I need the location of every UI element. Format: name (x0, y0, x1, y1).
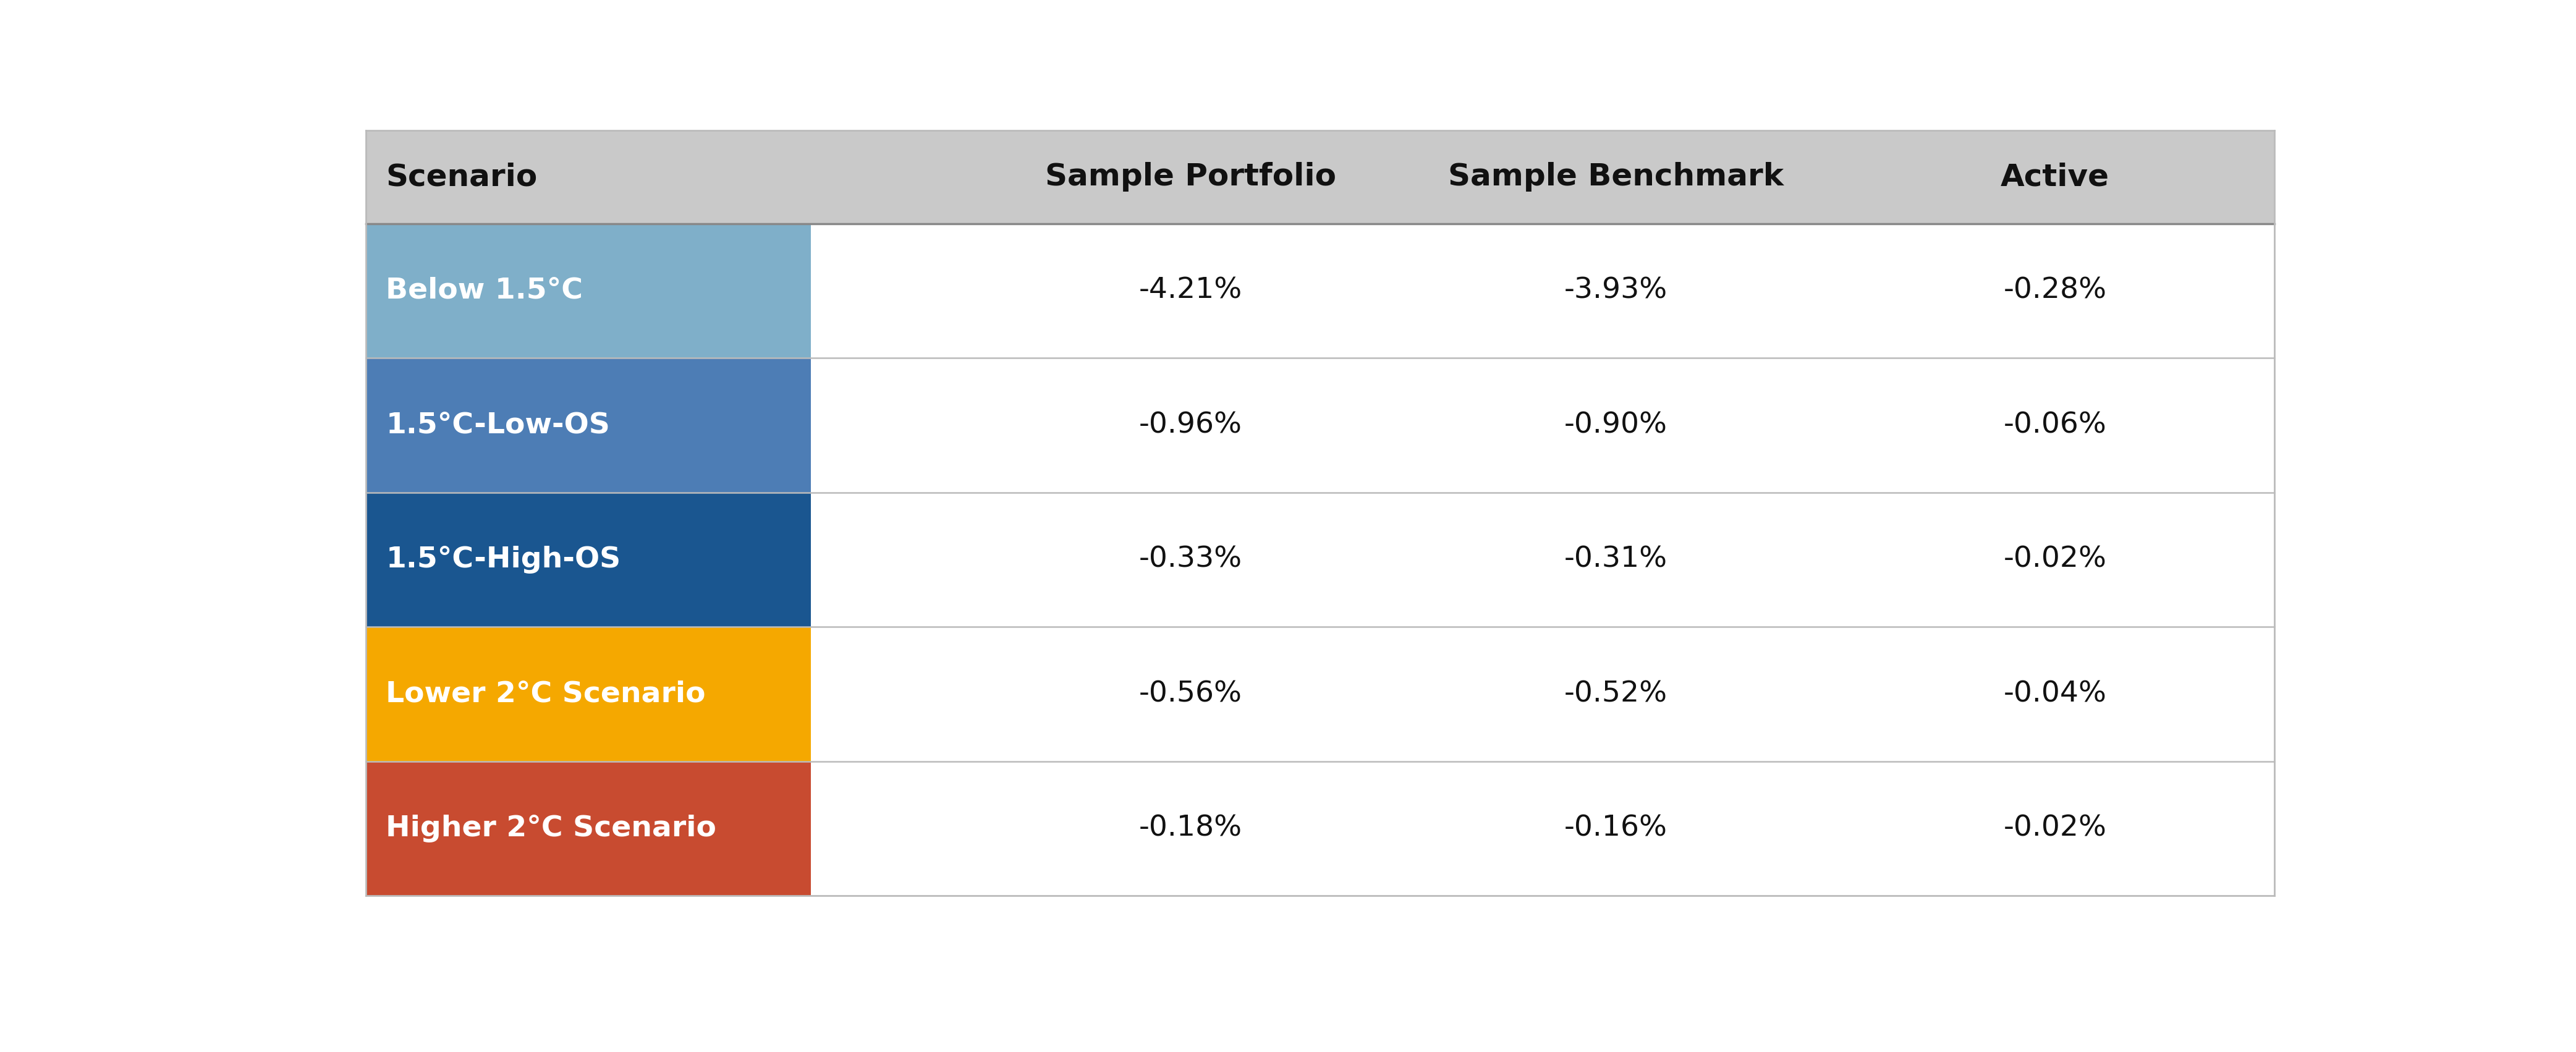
Text: -0.02%: -0.02% (2004, 546, 2107, 573)
Text: Scenario: Scenario (386, 162, 538, 191)
Text: Lower 2°C Scenario: Lower 2°C Scenario (386, 681, 706, 708)
Text: 1.5°C-High-OS: 1.5°C-High-OS (386, 546, 621, 573)
Text: Sample Benchmark: Sample Benchmark (1448, 162, 1783, 191)
Bar (366, 762, 2275, 895)
Text: Active: Active (2002, 162, 2110, 191)
Bar (366, 358, 811, 492)
Text: -0.16%: -0.16% (1564, 814, 1667, 843)
Text: 1.5°C-Low-OS: 1.5°C-Low-OS (386, 411, 611, 439)
Bar (366, 358, 2275, 492)
Text: -0.18%: -0.18% (1139, 814, 1242, 843)
Bar (366, 223, 2275, 358)
Text: -0.06%: -0.06% (2004, 411, 2107, 439)
Text: -0.04%: -0.04% (2004, 681, 2107, 708)
Bar (366, 627, 811, 762)
Text: -0.96%: -0.96% (1139, 411, 1242, 439)
Text: -3.93%: -3.93% (1564, 277, 1667, 305)
Text: -0.56%: -0.56% (1139, 681, 1242, 708)
Bar (366, 492, 2275, 627)
Text: -0.33%: -0.33% (1139, 546, 1242, 573)
Text: -0.90%: -0.90% (1564, 411, 1667, 439)
Bar (366, 223, 811, 358)
Bar (366, 130, 2275, 223)
Bar (366, 627, 2275, 762)
Bar (366, 762, 811, 895)
Text: -0.02%: -0.02% (2004, 814, 2107, 843)
Text: -0.31%: -0.31% (1564, 546, 1667, 573)
Text: -0.28%: -0.28% (2004, 277, 2107, 305)
Text: Below 1.5°C: Below 1.5°C (386, 277, 582, 305)
Text: -4.21%: -4.21% (1139, 277, 1242, 305)
Text: Sample Portfolio: Sample Portfolio (1046, 162, 1337, 191)
Text: Higher 2°C Scenario: Higher 2°C Scenario (386, 814, 716, 843)
Text: -0.52%: -0.52% (1564, 681, 1667, 708)
Bar (366, 492, 811, 627)
